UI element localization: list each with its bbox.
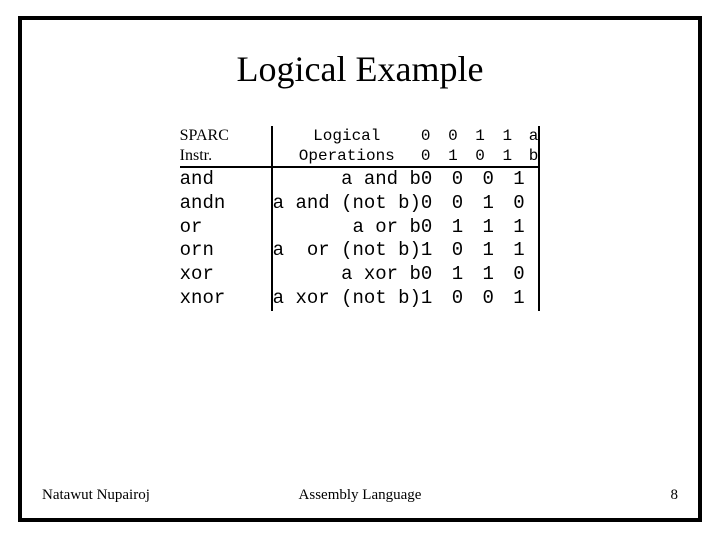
cell-ops: a and b bbox=[272, 167, 421, 192]
cell-ops: a and (not b) bbox=[272, 192, 421, 216]
table-row: xnor a xor (not b) 1 0 0 1 bbox=[180, 287, 540, 311]
table-row: or a or b 0 1 1 1 bbox=[180, 216, 540, 240]
cell-instr: andn bbox=[180, 192, 272, 216]
cell-instr: or bbox=[180, 216, 272, 240]
cell-bits: 0 1 1 0 bbox=[421, 263, 529, 287]
cell-bits: 0 0 1 0 bbox=[421, 192, 529, 216]
cell-ops: a xor b bbox=[272, 263, 421, 287]
slide-frame: Logical Example SPARC Logical 0 0 1 1 a … bbox=[18, 16, 702, 522]
cell-bits: 1 0 0 1 bbox=[421, 287, 529, 311]
cell-instr: and bbox=[180, 167, 272, 192]
table-row: and a and b 0 0 0 1 bbox=[180, 167, 540, 192]
content-area: SPARC Logical 0 0 1 1 a Instr. Operation… bbox=[22, 126, 698, 311]
cell-ab bbox=[529, 239, 540, 263]
cell-instr: xnor bbox=[180, 287, 272, 311]
cell-bits: 0 0 0 1 bbox=[421, 167, 529, 192]
cell-ops: a or b bbox=[272, 216, 421, 240]
hdr-instr-l1: SPARC bbox=[180, 126, 272, 146]
cell-ab bbox=[529, 287, 540, 311]
cell-ops: a or (not b) bbox=[272, 239, 421, 263]
hdr-ab-l1: a bbox=[529, 126, 540, 146]
cell-ab bbox=[529, 216, 540, 240]
cell-ab bbox=[529, 167, 540, 192]
table-row: xor a xor b 0 1 1 0 bbox=[180, 263, 540, 287]
cell-bits: 1 0 1 1 bbox=[421, 239, 529, 263]
footer: Natawut Nupairoj Assembly Language 8 bbox=[42, 487, 678, 504]
footer-subject: Assembly Language bbox=[42, 487, 678, 504]
cell-ab bbox=[529, 263, 540, 287]
hdr-ab-l2: b bbox=[529, 146, 540, 167]
table-row: orn a or (not b) 1 0 1 1 bbox=[180, 239, 540, 263]
slide-title: Logical Example bbox=[22, 48, 698, 90]
hdr-bits-l1: 0 0 1 1 bbox=[421, 126, 529, 146]
table-row: andn a and (not b) 0 0 1 0 bbox=[180, 192, 540, 216]
hdr-bits-l2: 0 1 0 1 bbox=[421, 146, 529, 167]
hdr-ops-l2: Operations bbox=[272, 146, 421, 167]
hdr-ops-l1: Logical bbox=[272, 126, 421, 146]
cell-ops: a xor (not b) bbox=[272, 287, 421, 311]
hdr-instr-l2: Instr. bbox=[180, 146, 272, 167]
cell-instr: orn bbox=[180, 239, 272, 263]
cell-instr: xor bbox=[180, 263, 272, 287]
cell-bits: 0 1 1 1 bbox=[421, 216, 529, 240]
cell-ab bbox=[529, 192, 540, 216]
logical-table: SPARC Logical 0 0 1 1 a Instr. Operation… bbox=[180, 126, 541, 311]
